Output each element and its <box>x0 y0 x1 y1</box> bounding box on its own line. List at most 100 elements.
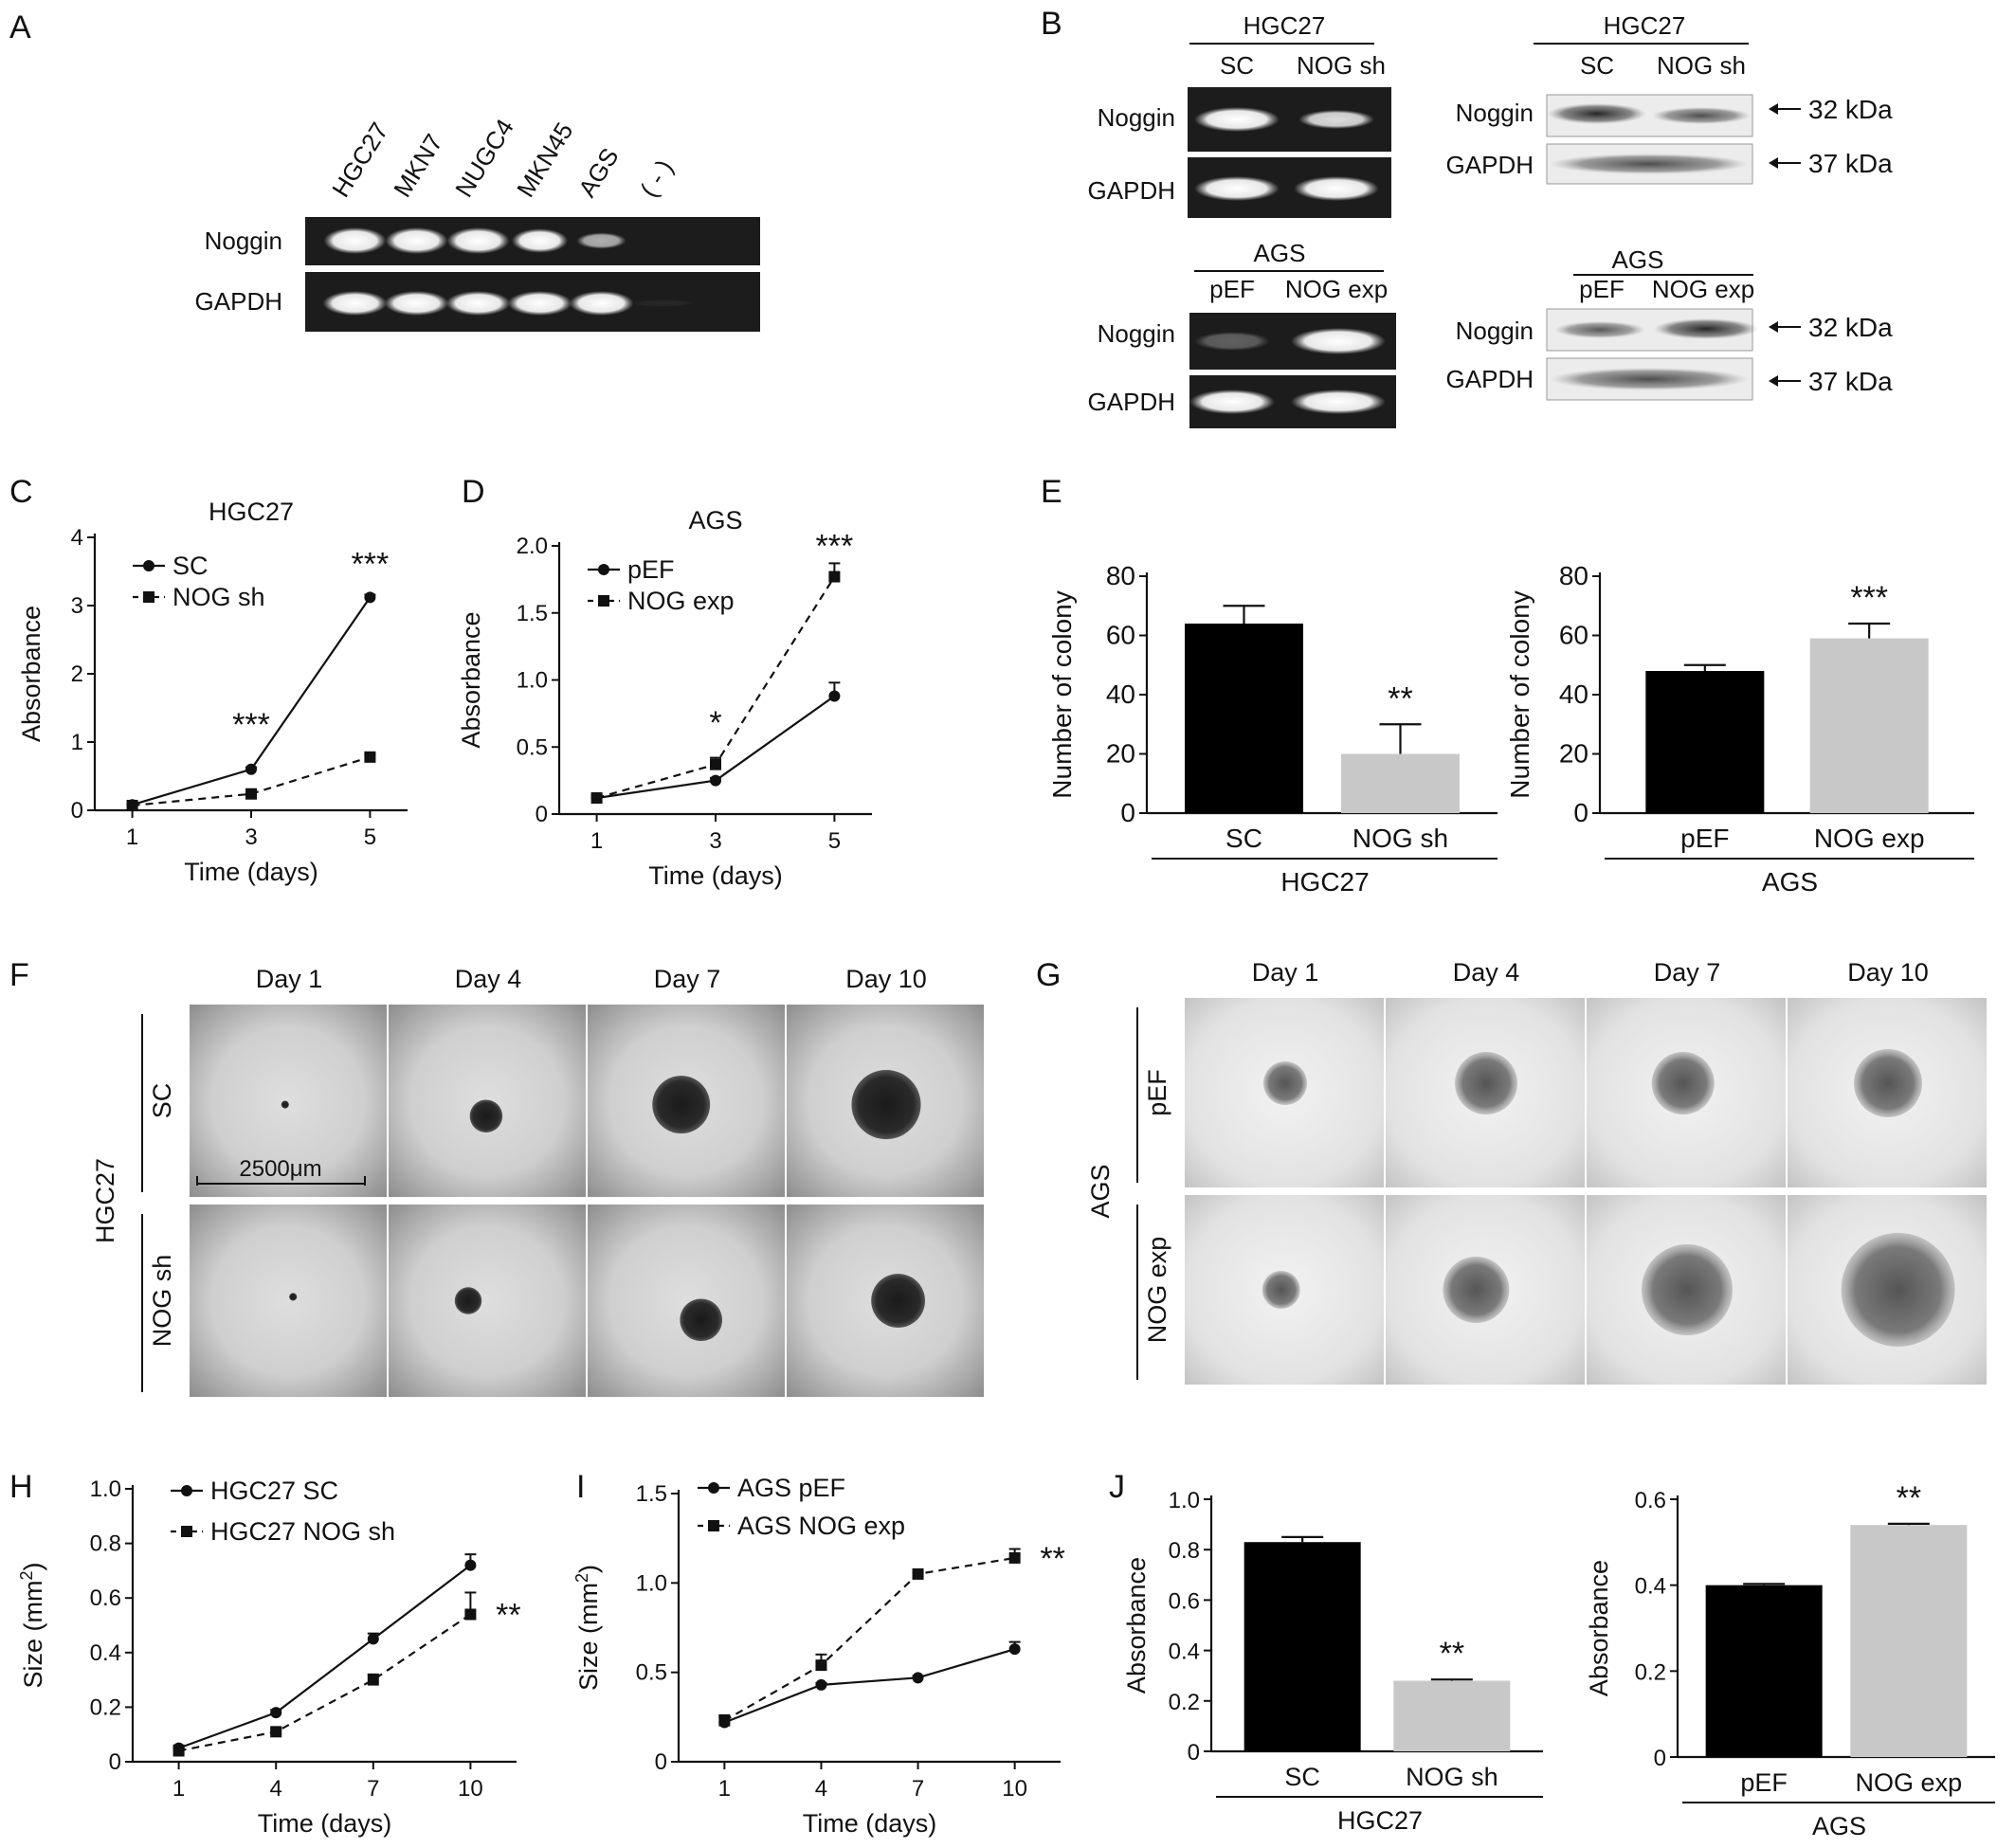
data-point <box>710 758 721 770</box>
a-row-label: Noggin <box>205 226 282 255</box>
panel-label-i: I <box>576 1469 585 1505</box>
panel-label-a: A <box>9 9 31 45</box>
a-band-noggin <box>385 227 448 254</box>
significance-marker: * <box>709 705 721 741</box>
a-band-noggin <box>576 232 626 249</box>
b-row-gapdh-wb-hgc: GAPDH <box>1446 151 1534 179</box>
data-point <box>126 799 138 811</box>
x-axis-label: Time (days) <box>803 1809 937 1838</box>
y-tick-label: 20 <box>1106 739 1135 769</box>
x-tick-label: 1 <box>172 1776 185 1802</box>
b-ags-lane-2-wb: NOG exp <box>1652 275 1754 303</box>
legend-entry: AGS NOG exp <box>737 1512 905 1540</box>
x-category-label: SC <box>1225 824 1262 853</box>
group-label: AGS <box>1762 867 1818 897</box>
x-category-label: NOG exp <box>1814 824 1925 853</box>
data-point <box>590 792 603 805</box>
spheroid <box>1642 1244 1733 1335</box>
y-axis-label: Absorbance <box>457 611 485 748</box>
y-tick-label: 80 <box>1106 561 1135 590</box>
x-tick-label: 5 <box>828 828 841 854</box>
a-lane-label: ( - ) <box>634 154 679 202</box>
y-axis-label: Size (mm2) <box>17 1562 47 1688</box>
x-category-label: NOG exp <box>1856 1768 1963 1797</box>
a-band-gapdh <box>384 291 449 316</box>
y-tick-label: 1.5 <box>517 601 548 626</box>
data-point <box>172 1745 185 1757</box>
b-kda-gapdh-ags: 37 kDa <box>1808 367 1893 396</box>
y-tick-label: 1.0 <box>90 1477 121 1502</box>
data-point <box>367 1674 379 1686</box>
data-point <box>245 763 257 775</box>
panel-label-c: C <box>9 474 33 510</box>
b-hgc-lane-1-pcr: SC <box>1220 51 1254 80</box>
data-point <box>464 1608 477 1621</box>
chart-e-hgc27: 0 20 40 60 80 Number of colony SC NOG sh ** HGC27 <box>1047 561 1498 897</box>
significance-marker: *** <box>232 707 270 743</box>
data-point <box>464 1559 477 1571</box>
b-hgc-lane-1-wb: SC <box>1580 51 1614 80</box>
b-kda-noggin-ags: 32 kDa <box>1808 313 1893 342</box>
b-hgc-lane-2-wb: NOG sh <box>1657 51 1746 80</box>
x-tick-label: 1 <box>718 1776 731 1802</box>
significance-marker: ** <box>496 1597 520 1633</box>
legend-entry: AGS pEF <box>737 1474 845 1502</box>
micrograph <box>588 1205 785 1397</box>
b-ags-lane-2-pcr: NOG exp <box>1285 275 1388 303</box>
data-point <box>270 1707 282 1719</box>
significance-marker: ** <box>1897 1480 1921 1516</box>
significance-marker: ** <box>1040 1541 1064 1577</box>
y-tick-label: 0.5 <box>517 734 548 760</box>
data-point <box>1008 1551 1021 1564</box>
micrograph <box>190 1005 387 1197</box>
data-point <box>364 591 376 604</box>
a-lane-label: MKN45 <box>511 118 578 202</box>
y-tick-label: 0.2 <box>1169 1690 1200 1715</box>
legend-entry: NOG exp <box>627 587 735 615</box>
y-tick-label: 60 <box>1559 621 1588 650</box>
a-band-noggin <box>446 227 510 254</box>
panel-label-f: F <box>9 957 29 993</box>
x-category-label: NOG sh <box>1352 824 1448 853</box>
a-band-gapdh <box>322 291 388 316</box>
x-tick-label: 4 <box>270 1776 282 1802</box>
y-tick-label: 1.0 <box>636 1570 667 1596</box>
a-band-gapdh <box>445 291 511 316</box>
y-tick-label: 1.0 <box>517 668 548 694</box>
spheroid <box>289 1293 298 1301</box>
y-tick-label: 40 <box>1106 679 1135 709</box>
y-tick-label: 60 <box>1106 621 1135 650</box>
bar <box>1705 1585 1823 1757</box>
x-axis-label: Time (days) <box>184 858 318 886</box>
y-tick-label: 0.6 <box>1635 1488 1666 1513</box>
chart-h: 0 0.2 0.4 0.6 0.8 1.0 1 4 7 10 Time (days) Size (mm… <box>17 1477 521 1838</box>
bar <box>1393 1680 1511 1751</box>
series-line <box>178 1613 472 1752</box>
bar <box>1185 624 1303 813</box>
y-tick-label: 0 <box>109 1749 121 1775</box>
micrograph <box>190 1205 387 1397</box>
b-kda-gapdh-hgc: 37 kDa <box>1808 149 1893 178</box>
y-tick-label: 0.4 <box>90 1640 121 1666</box>
data-point <box>912 1672 924 1684</box>
data-point <box>828 571 841 583</box>
micrograph <box>389 1205 586 1397</box>
y-tick-label: 0.4 <box>1169 1640 1200 1665</box>
significance-marker: ** <box>1440 1636 1464 1672</box>
row-label: SC <box>148 1083 176 1119</box>
x-axis-label: Time (days) <box>258 1809 392 1838</box>
bar <box>1243 1542 1361 1751</box>
a-band-gapdh <box>507 291 572 316</box>
a-lane-label: AGS <box>572 143 625 202</box>
y-tick-label: 2 <box>71 661 83 687</box>
b-row-noggin-wb-ags: Noggin <box>1456 317 1534 345</box>
data-point <box>828 690 841 702</box>
legend-entry: HGC27 SC <box>210 1477 338 1505</box>
data-point <box>1008 1643 1021 1656</box>
panel-label-h: H <box>9 1469 33 1505</box>
y-tick-label: 0 <box>655 1749 667 1775</box>
data-point <box>364 751 376 763</box>
a-band-noggin <box>323 227 387 254</box>
panel-f-spheroids: Day 1 Day 4 Day 7 Day 10 SC NOG sh HGC27 2500μm <box>91 965 984 1397</box>
spheroid <box>1455 1052 1517 1114</box>
